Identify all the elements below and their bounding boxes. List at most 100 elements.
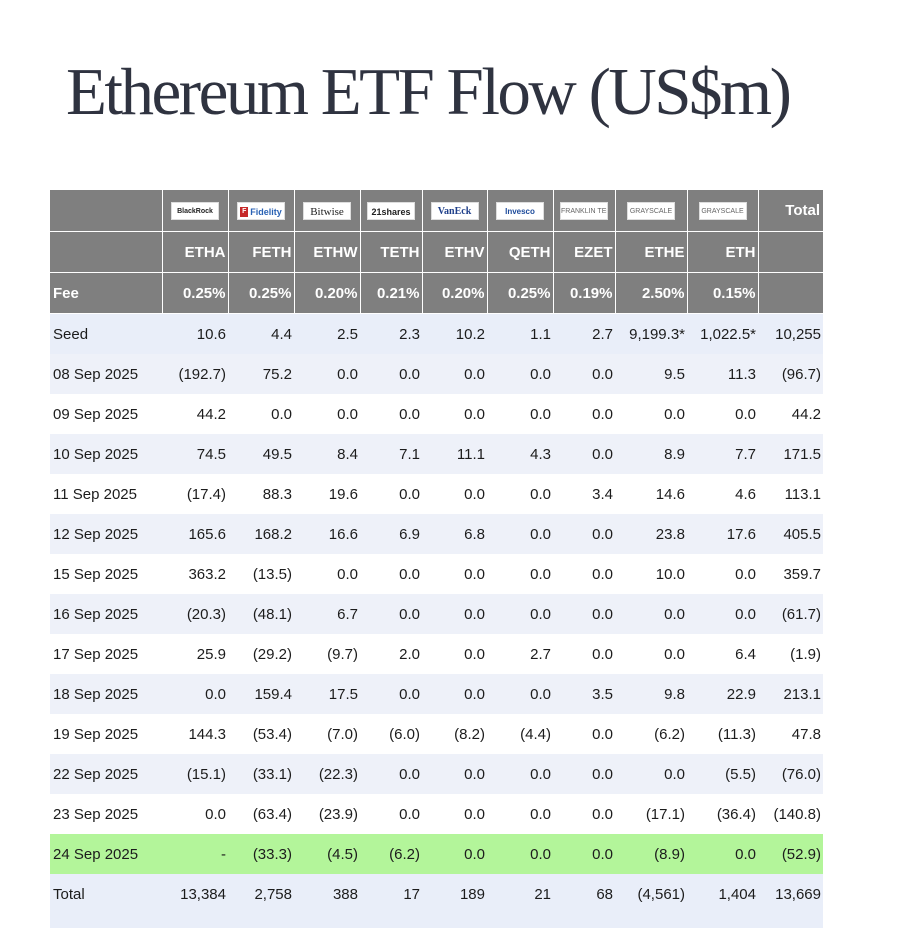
padding-cell <box>615 914 687 928</box>
flow-cell: 11.1 <box>422 434 487 474</box>
flow-cell: 17 <box>360 874 422 914</box>
padding-cell <box>228 914 294 928</box>
row-label: 18 Sep 2025 <box>50 674 162 714</box>
flow-cell: 25.9 <box>196 645 226 663</box>
flow-cell: 3.5 <box>553 674 615 714</box>
flow-cell: 3.4 <box>592 485 613 503</box>
table-row: 24 Sep 2025- (33.3) (4.5) (6.2) 0.0 0.0 0.0 (8.… <box>50 834 823 874</box>
flow-cell: 0.0 <box>592 565 613 583</box>
flow-cell: 2.5 <box>294 313 360 354</box>
flow-cell: 10,255 <box>758 313 823 354</box>
flow-cell: (192.7) <box>162 354 228 394</box>
flow-cell: 359.7 <box>783 565 821 583</box>
flow-cell: 0.0 <box>664 645 685 663</box>
flow-cell: (63.4) <box>252 805 292 823</box>
flow-cell: 10.2 <box>422 313 487 354</box>
flow-cell: (22.3) <box>294 754 360 794</box>
row-label: 22 Sep 2025 <box>50 754 162 794</box>
padding-cell <box>360 914 422 928</box>
flow-cell: 0.0 <box>592 805 613 823</box>
flow-cell: 0.0 <box>337 405 358 423</box>
row-label: Seed <box>50 313 162 354</box>
flow-cell: (96.7) <box>758 354 823 394</box>
flow-cell: (36.4) <box>716 805 756 823</box>
flow-cell: (52.9) <box>758 834 823 874</box>
ticker-header: QETH <box>487 231 554 273</box>
row-label: 24 Sep 2025 <box>50 834 162 874</box>
ticker-header: ETHV <box>422 231 488 273</box>
flow-cell: 2.0 <box>399 645 420 663</box>
flow-cell: 0.0 <box>337 565 358 583</box>
flow-cell: (6.0) <box>389 725 420 743</box>
flow-cell: 0.0 <box>735 405 756 423</box>
flow-cell: 13,669 <box>758 874 823 914</box>
flow-cell: 0.0 <box>487 834 553 874</box>
flow-cell: 6.4 <box>735 645 756 663</box>
ticker-header: EZET <box>553 231 616 273</box>
flow-cell: (6.2) <box>654 725 685 743</box>
flow-cell: 0.0 <box>399 485 420 503</box>
flow-cell: 0.0 <box>464 485 485 503</box>
flow-cell: 10.0 <box>655 565 685 583</box>
flow-cell: (7.0) <box>327 725 358 743</box>
table-row: 19 Sep 2025 144.3 (53.4) (7.0) (6.0) (8.2) (4.… <box>50 714 823 754</box>
flow-cell: 13,384 <box>162 874 228 914</box>
flow-cell: 2.3 <box>360 313 422 354</box>
flow-cell: (17.1) <box>645 805 685 823</box>
total-row: Total 13,384 2,758 388 17 189 21 68 (4,561) 1,404… <box>50 874 823 914</box>
issuer-logo-cell: Invesco <box>487 190 554 232</box>
padding-cell <box>553 914 615 928</box>
row-label: 15 Sep 2025 <box>53 565 139 583</box>
flow-cell: 0.0 <box>422 754 487 794</box>
page-title: Ethereum ETF Flow (US$m) <box>66 55 792 129</box>
table-row: 10 Sep 2025 74.5 49.5 8.4 7.1 11.1 4.3 0.0 8.9 7.… <box>50 434 823 474</box>
flow-cell: 1.1 <box>487 313 553 354</box>
flow-cell: 2.7 <box>530 645 551 663</box>
flow-cell: (1.9) <box>790 645 821 663</box>
flow-cell: 159.4 <box>228 674 294 714</box>
issuer-logo: VanEck <box>430 201 479 220</box>
flow-cell: 44.2 <box>791 405 821 423</box>
flow-cell: - <box>162 834 228 874</box>
row-label: 12 Sep 2025 <box>50 514 162 554</box>
flow-cell: 0.0 <box>399 805 420 823</box>
flow-cell: (33.1) <box>228 754 294 794</box>
flow-cell: 17.6 <box>687 514 758 554</box>
issuer-logo: BlackRock <box>171 201 219 220</box>
table-row: 17 Sep 2025 25.9 (29.2) (9.7) 2.0 0.0 2.7 0.0 0.… <box>50 634 823 674</box>
flow-cell: 0.0 <box>553 434 615 474</box>
ticker-header: ETHW <box>294 231 361 273</box>
fee-cell: 0.15% <box>687 272 759 314</box>
issuer-logo-cell: F Fidelity <box>228 190 295 232</box>
flow-cell: 23.8 <box>615 514 687 554</box>
empty-header-cell <box>758 272 823 314</box>
flow-cell: 0.0 <box>553 594 615 634</box>
flow-cell: 1,404 <box>687 874 758 914</box>
flow-cell: 17.5 <box>294 674 360 714</box>
issuer-logo-text: Fidelity <box>250 206 282 217</box>
flow-cell: 47.8 <box>791 725 821 743</box>
flow-cell: 0.0 <box>422 594 487 634</box>
issuer-logo-cell: FRANKLIN TEMPLETON <box>553 190 616 232</box>
flow-cell: 213.1 <box>758 674 823 714</box>
flow-cell: 0.0 <box>553 834 615 874</box>
flow-cell: 0.0 <box>205 805 226 823</box>
flow-cell: 0.0 <box>464 405 485 423</box>
padding-cell <box>487 914 553 928</box>
fee-cell: 0.25% <box>487 272 554 314</box>
flow-cell: 0.0 <box>422 674 487 714</box>
flow-cell: 144.3 <box>188 725 226 743</box>
corner-cell <box>50 190 163 232</box>
flow-cell: 9.8 <box>615 674 687 714</box>
table-row: 16 Sep 2025 (20.3) (48.1) 6.7 0.0 0.0 0.0 0.0 0.… <box>50 594 823 634</box>
flow-cell: 0.0 <box>735 565 756 583</box>
flow-cell: 22.9 <box>687 674 758 714</box>
ticker-header: ETHA <box>162 231 229 273</box>
flow-cell: 0.0 <box>399 405 420 423</box>
flow-cell: 0.0 <box>553 514 615 554</box>
row-label: 09 Sep 2025 <box>53 405 139 423</box>
flow-cell: (5.5) <box>687 754 758 794</box>
flow-cell: 21 <box>487 874 553 914</box>
flow-cell: 0.0 <box>592 645 613 663</box>
fee-cell: 0.20% <box>422 272 488 314</box>
